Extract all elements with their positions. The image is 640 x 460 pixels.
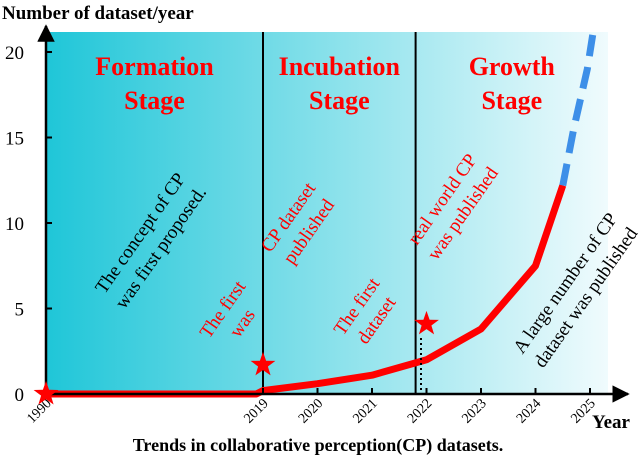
star-marker [250, 351, 276, 376]
x-tick-label: 2021 [350, 396, 380, 426]
stage-name: Stage [309, 86, 370, 115]
stage-name: Incubation [279, 52, 401, 81]
x-tick-label: 2019 [241, 396, 271, 426]
y-tick-label: 20 [5, 43, 24, 64]
x-tick-label: 2023 [459, 396, 489, 426]
plot-background [46, 32, 608, 394]
projection-line [559, 34, 597, 187]
stage-name: Growth [469, 52, 556, 81]
star-marker [414, 310, 439, 335]
stage-dividers [262, 32, 417, 394]
stage-name: Formation [95, 52, 214, 81]
x-tick-label: 2020 [296, 396, 326, 426]
star-marker [33, 381, 59, 405]
y-tick-label: 15 [5, 129, 24, 150]
x-tick-label: 2022 [405, 396, 435, 426]
markers [33, 310, 439, 405]
stage-name: Stage [124, 86, 185, 115]
x-axis-label: Year [592, 412, 631, 433]
y-tick-label: 0 [15, 385, 25, 406]
y-tick-label: 5 [15, 300, 25, 321]
y-axis-label: Number of dataset/year [2, 3, 194, 24]
stage-labels: Formation Stage Incubation Stage Growth Stage [95, 52, 555, 115]
chart-caption: Trends in collaborative perception(CP) d… [133, 435, 503, 456]
x-tick-label: 2024 [514, 396, 544, 426]
y-tick-label: 10 [5, 214, 24, 235]
stage-name: Stage [481, 86, 542, 115]
axes [37, 24, 630, 403]
y-ticks: 0 5 10 15 20 [5, 43, 52, 406]
